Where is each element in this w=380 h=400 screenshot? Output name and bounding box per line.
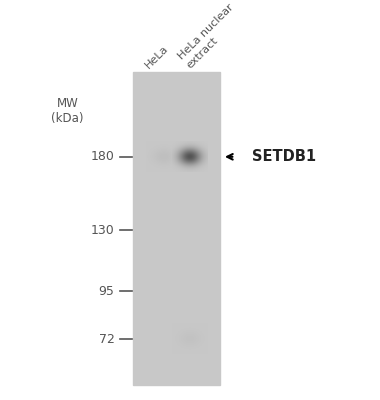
Bar [133,72,220,385]
Text: MW
(kDa): MW (kDa) [51,97,84,125]
Text: 130: 130 [91,224,114,236]
Text: SETDB1: SETDB1 [252,149,317,164]
Text: 95: 95 [99,285,114,298]
Text: 72: 72 [99,332,114,346]
Text: HeLa nuclear
extract: HeLa nuclear extract [177,2,244,70]
Text: HeLa: HeLa [143,43,171,70]
Text: 180: 180 [91,150,114,163]
